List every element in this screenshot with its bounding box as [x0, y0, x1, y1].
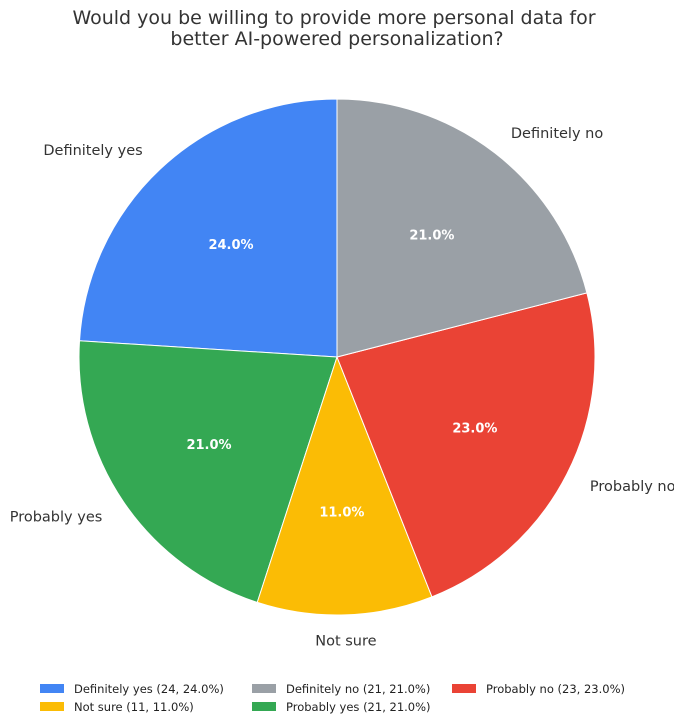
legend-item-probably-yes: Probably yes (21, 21.0%) [252, 700, 431, 714]
percent-label-probably-no: 23.0% [452, 421, 497, 436]
pie-slice-definitely-no [336, 98, 588, 358]
chart-title: Would you be willing to provide more per… [72, 7, 601, 50]
legend-label-probably-yes: Probably yes (21, 21.0%) [286, 700, 431, 714]
legend-item-definitely-no: Definitely no (21, 21.0%) [252, 682, 430, 696]
slice-label-definitely-no: Definitely no [511, 126, 603, 142]
legend-label-definitely-yes: Definitely yes (24, 24.0%) [74, 682, 224, 696]
chart-title-line-2: better AI-powered personalization? [170, 28, 503, 50]
legend-item-definitely-yes: Definitely yes (24, 24.0%) [40, 682, 224, 696]
percent-label-probably-yes: 21.0% [186, 438, 231, 453]
legend-swatch-definitely-no [252, 684, 276, 693]
legend-item-not-sure: Not sure (11, 11.0%) [40, 700, 194, 714]
pie-slice-probably-yes [78, 340, 338, 604]
slice-label-not-sure: Not sure [315, 634, 376, 650]
slice-label-definitely-yes: Definitely yes [43, 143, 142, 159]
chart-title-line-1: Would you be willing to provide more per… [72, 7, 595, 29]
legend-label-probably-no: Probably no (23, 23.0%) [486, 682, 625, 696]
slice-label-probably-yes: Probably yes [10, 510, 103, 526]
legend-label-not-sure: Not sure (11, 11.0%) [74, 700, 194, 714]
percent-labels: 24.0% 21.0% 11.0% 23.0% 21.0% [186, 229, 497, 521]
legend-swatch-probably-no [452, 684, 476, 693]
legend: Definitely yes (24, 24.0%) Not sure (11, … [40, 682, 625, 714]
legend-label-definitely-no: Definitely no (21, 21.0%) [286, 682, 430, 696]
legend-swatch-definitely-yes [40, 684, 64, 693]
slice-labels: Definitely yes Probably yes Not sure Probab… [10, 126, 674, 650]
percent-label-definitely-yes: 24.0% [208, 238, 253, 253]
pie-slice-definitely-yes [78, 98, 338, 358]
pie-slices [78, 98, 596, 616]
legend-item-probably-no: Probably no (23, 23.0%) [452, 682, 625, 696]
percent-label-definitely-no: 21.0% [409, 229, 454, 244]
legend-swatch-not-sure [40, 702, 64, 711]
legend-swatch-probably-yes [252, 702, 276, 711]
slice-label-probably-no: Probably no [590, 479, 674, 495]
pie-slice-not-sure [256, 355, 433, 616]
percent-label-not-sure: 11.0% [319, 506, 364, 521]
pie-slice-probably-no [336, 292, 596, 598]
